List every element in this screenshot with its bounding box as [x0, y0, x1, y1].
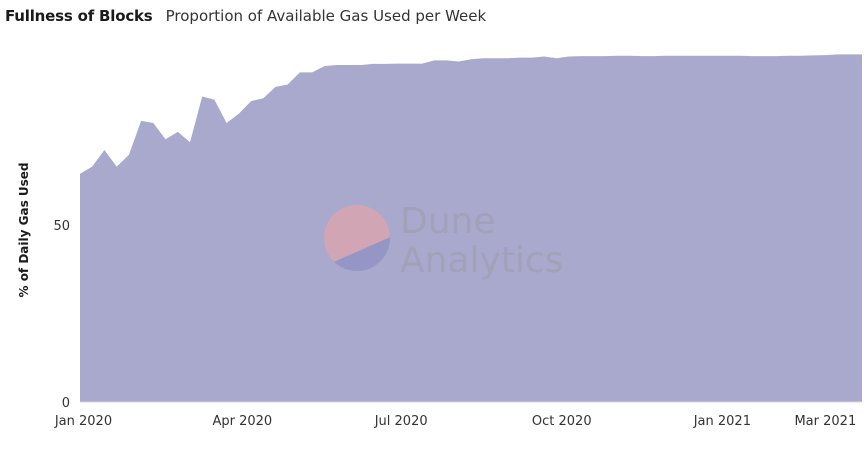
watermark-text-line1: Dune: [400, 201, 496, 242]
chart-subtitle: Proportion of Available Gas Used per Wee…: [165, 7, 487, 25]
x-tick-label: Mar 2021: [794, 414, 856, 429]
x-tick-labels: Jan 2020 Apr 2020 Jul 2020 Oct 2020 Jan 2021…: [54, 414, 856, 429]
x-tick-label: Apr 2020: [212, 414, 272, 429]
chart-title: Fullness of Blocks: [5, 7, 153, 25]
y-tick-label: 0: [62, 396, 70, 411]
area-series-fill[interactable]: [80, 54, 862, 403]
y-tick-label: 50: [53, 219, 70, 234]
chart-header: Fullness of Blocks Proportion of Availab…: [5, 6, 486, 25]
y-tick-labels: 0 50: [53, 219, 70, 411]
x-tick-label: Jan 2021: [693, 414, 751, 429]
x-tick-label: Oct 2020: [532, 414, 592, 429]
x-tick-label: Jul 2020: [374, 414, 428, 429]
x-tick-label: Jan 2020: [54, 414, 112, 429]
watermark-text-line2: Analytics: [400, 240, 563, 281]
watermark: Dune Analytics: [324, 201, 563, 281]
